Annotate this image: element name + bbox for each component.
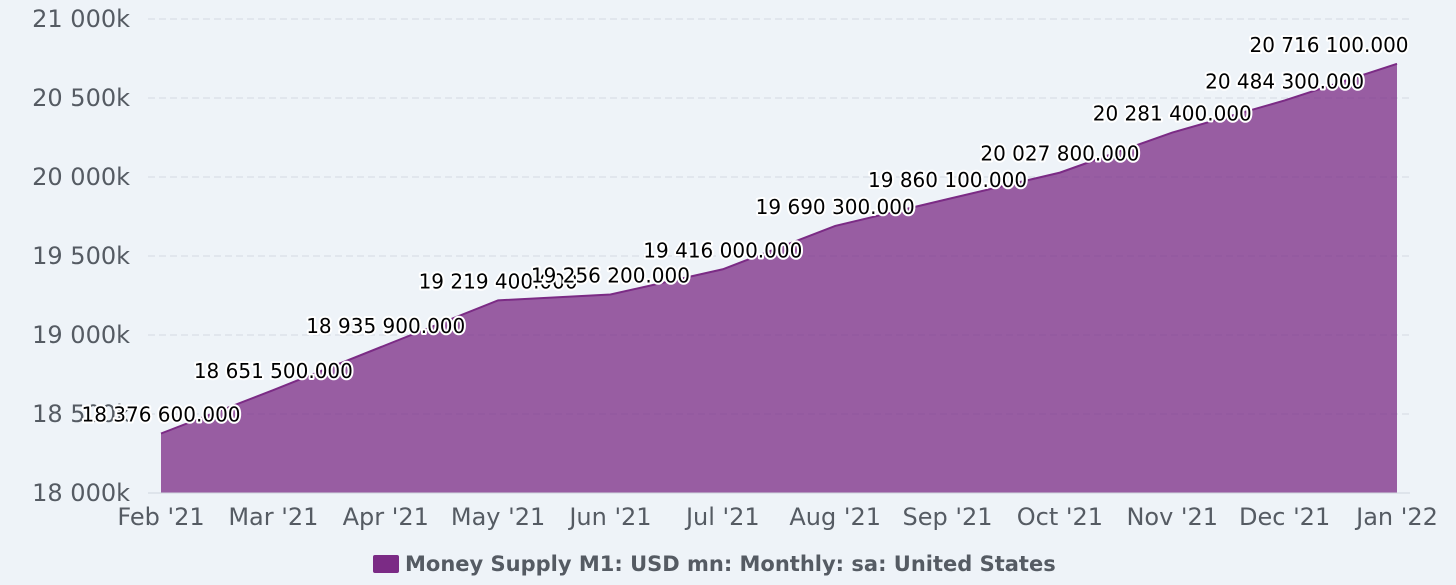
data-label: 19 860 100.000 [868, 168, 1027, 192]
y-tick-label: 18 500k [32, 400, 130, 428]
x-tick-label: Oct '21 [1017, 503, 1103, 531]
data-label: 18 935 900.000 [306, 314, 465, 338]
data-point[interactable] [1282, 97, 1288, 103]
x-tick-label: Jan '22 [1354, 503, 1438, 531]
x-tick-label: Aug '21 [789, 503, 881, 531]
data-point[interactable] [945, 196, 951, 202]
axes: 18 000k 18 500k 19 000k 19 500k 20 000k 20 50… [32, 5, 1438, 531]
y-tick-label: 19 500k [32, 242, 130, 270]
series-area [161, 63, 1397, 493]
data-point[interactable] [495, 297, 501, 303]
data-point[interactable] [832, 223, 838, 229]
legend-label: Money Supply M1: USD mn: Monthly: sa: Un… [405, 552, 1056, 576]
x-tick-label: Nov '21 [1126, 503, 1218, 531]
x-tick-label: Mar '21 [228, 503, 318, 531]
data-label: 20 027 800.000 [980, 142, 1139, 166]
area-series [158, 61, 1400, 493]
data-point[interactable] [383, 342, 389, 348]
data-label: 19 256 200.000 [531, 264, 690, 288]
data-point[interactable] [158, 430, 164, 436]
money-supply-area-chart: 18 000k 18 500k 19 000k 19 500k 20 000k 20 50… [32, 5, 1438, 531]
data-label: 18 376 600.000 [81, 402, 240, 426]
x-tick-label: Dec '21 [1239, 503, 1330, 531]
legend[interactable]: Money Supply M1: USD mn: Monthly: sa: Un… [373, 552, 1056, 576]
x-tick-label: Feb '21 [117, 503, 204, 531]
series-line [160, 62, 1398, 435]
y-tick-label: 19 000k [32, 321, 130, 349]
y-tick-label: 20 500k [32, 84, 130, 112]
y-tick-label: 18 000k [32, 479, 130, 507]
x-tick-label: May '21 [451, 503, 545, 531]
data-label: 19 690 300.000 [756, 195, 915, 219]
x-tick-label: Apr '21 [343, 503, 429, 531]
data-label: 19 416 000.000 [643, 238, 802, 262]
x-tick-label: Sep '21 [903, 503, 993, 531]
data-point[interactable] [720, 266, 726, 272]
data-point[interactable] [1394, 61, 1400, 67]
data-point[interactable] [270, 387, 276, 393]
data-point[interactable] [607, 292, 613, 298]
data-label: 19 219 400.000 [419, 269, 578, 293]
data-point[interactable] [1057, 170, 1063, 176]
data-labels: 18 376 600.000 18 651 500.000 18 935 900.0… [79, 31, 1410, 429]
data-label: 20 716 100.000 [1249, 33, 1408, 57]
data-label: 20 484 300.000 [1205, 69, 1364, 93]
y-tick-label: 20 000k [32, 163, 130, 191]
x-tick-label: Jul '21 [684, 503, 760, 531]
data-label: 20 281 400.000 [1093, 102, 1252, 126]
data-point[interactable] [1169, 130, 1175, 136]
legend-swatch [373, 555, 399, 573]
x-tick-label: Jun '21 [567, 503, 651, 531]
y-tick-label: 21 000k [32, 5, 130, 33]
data-label: 18 651 500.000 [194, 359, 353, 383]
